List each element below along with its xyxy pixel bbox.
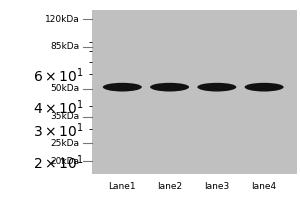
Text: Lane1: Lane1 — [109, 182, 136, 191]
Text: lane2: lane2 — [157, 182, 182, 191]
Ellipse shape — [244, 83, 284, 92]
Text: 85kDa: 85kDa — [50, 42, 80, 51]
Text: lane3: lane3 — [204, 182, 230, 191]
Text: 20kDa: 20kDa — [50, 157, 80, 166]
Text: lane4: lane4 — [252, 182, 277, 191]
Text: 35kDa: 35kDa — [50, 112, 80, 121]
Ellipse shape — [103, 83, 142, 92]
Text: 25kDa: 25kDa — [50, 139, 80, 148]
Text: 50kDa: 50kDa — [50, 84, 80, 93]
Text: 120kDa: 120kDa — [45, 15, 80, 24]
Ellipse shape — [150, 83, 189, 92]
Ellipse shape — [197, 83, 236, 92]
